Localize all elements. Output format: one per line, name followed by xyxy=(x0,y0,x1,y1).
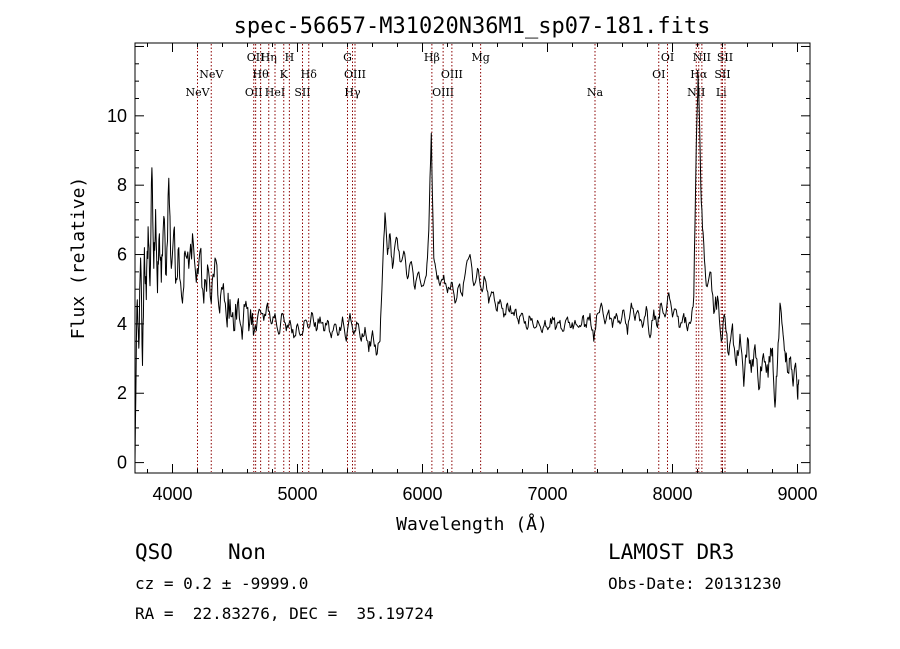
x-tick-label: 6000 xyxy=(402,484,442,504)
chart-title: spec-56657-M31020N36M1_sp07-181.fits xyxy=(234,14,711,39)
plot-frame xyxy=(134,42,811,474)
spectrum-series xyxy=(134,73,800,463)
line-label: Hδ xyxy=(301,68,318,81)
line-label: NII xyxy=(693,51,711,64)
line-label: OII xyxy=(245,86,263,99)
line-label: HeI xyxy=(265,86,285,99)
x-tick-label: 9000 xyxy=(777,484,817,504)
line-label: Hγ xyxy=(344,86,361,99)
line-label: Hβ xyxy=(424,51,440,64)
line-label: SII xyxy=(294,86,310,99)
line-label: SII xyxy=(717,51,733,64)
line-label: Na xyxy=(587,86,604,99)
line-label: H xyxy=(285,51,295,64)
object-subclass: Non xyxy=(228,540,266,564)
x-tick-label: 4000 xyxy=(152,484,192,504)
y-axis-label: Flux (relative) xyxy=(68,177,89,340)
line-label: Hα xyxy=(690,68,708,81)
y-tick-label: 8 xyxy=(117,175,127,195)
x-axis-label: Wavelength (Å) xyxy=(396,513,548,535)
line-label: OIII xyxy=(441,68,463,81)
coordinates-readout: RA = 22.83276, DEC = 35.19724 xyxy=(135,604,434,623)
line-label: Li xyxy=(716,86,727,99)
spectrum-line xyxy=(134,73,800,463)
line-label: NII xyxy=(687,86,705,99)
line-label: Hθ xyxy=(253,68,270,81)
line-label: SII xyxy=(714,68,730,81)
y-tick-label: 2 xyxy=(117,383,127,403)
y-tick-label: 6 xyxy=(117,245,127,265)
observation-date: Obs-Date: 20131230 xyxy=(608,574,782,593)
redshift-readout: cz = 0.2 ± -9999.0 xyxy=(135,574,309,593)
y-tick-label: 0 xyxy=(117,453,127,473)
y-tick-label: 10 xyxy=(107,106,127,126)
y-axis: 0 2 4 6 8 10 xyxy=(107,45,810,473)
line-label: Mg xyxy=(471,51,489,64)
survey-name: LAMOST DR3 xyxy=(608,540,735,564)
line-label: OII xyxy=(247,51,265,64)
line-label: K xyxy=(280,68,289,81)
object-class: QSO xyxy=(135,540,173,564)
x-tick-label: 5000 xyxy=(277,484,317,504)
line-label: G xyxy=(343,51,352,64)
x-tick-label: 7000 xyxy=(527,484,567,504)
line-label: NeV xyxy=(199,68,224,81)
emission-line-markers: NeVNeVOIIOIIHθHηHeIKHSIIHδGHγOIIIHβOIIIO… xyxy=(185,44,733,472)
line-label: OIII xyxy=(344,68,366,81)
line-label: NeV xyxy=(185,86,210,99)
x-tick-label: 8000 xyxy=(652,484,692,504)
line-label: OIII xyxy=(432,86,454,99)
line-label: OI xyxy=(661,51,674,64)
y-tick-label: 4 xyxy=(117,314,127,334)
x-axis: 4000 5000 6000 7000 8000 9000 xyxy=(147,43,818,504)
line-label: OI xyxy=(652,68,665,81)
line-label: Hη xyxy=(261,51,277,64)
